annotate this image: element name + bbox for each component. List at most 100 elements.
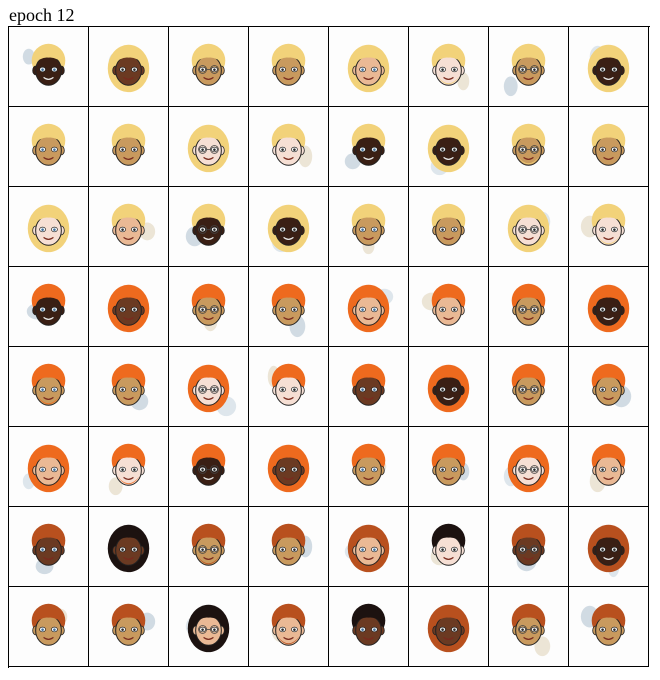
sample-cell bbox=[489, 507, 569, 587]
face-image bbox=[185, 203, 226, 247]
sample-cell bbox=[249, 587, 329, 667]
face-image bbox=[31, 363, 66, 406]
face-image bbox=[587, 44, 630, 93]
sample-cell bbox=[249, 187, 329, 267]
face-image bbox=[31, 123, 66, 166]
sample-cell bbox=[169, 27, 249, 107]
face-image bbox=[267, 204, 310, 253]
face-image bbox=[271, 123, 313, 168]
face-image bbox=[591, 123, 626, 166]
sample-cell bbox=[569, 507, 649, 587]
face-image bbox=[31, 523, 66, 575]
sample-cell bbox=[569, 267, 649, 347]
face-image bbox=[107, 524, 150, 573]
sample-cell bbox=[9, 507, 89, 587]
face-image bbox=[503, 444, 550, 493]
sample-cell bbox=[489, 107, 569, 187]
sample-cell bbox=[569, 107, 649, 187]
face-image bbox=[430, 523, 466, 566]
sample-cell bbox=[329, 267, 409, 347]
face-image bbox=[191, 43, 226, 86]
generated-sample-grid bbox=[8, 26, 650, 668]
face-image bbox=[271, 603, 306, 646]
sample-cell bbox=[9, 267, 89, 347]
sample-cell bbox=[489, 347, 569, 427]
sample-cell bbox=[329, 107, 409, 187]
face-image bbox=[187, 364, 237, 417]
face-image bbox=[191, 443, 226, 486]
sample-cell bbox=[569, 27, 649, 107]
sample-cell bbox=[409, 587, 489, 667]
face-image bbox=[271, 283, 306, 338]
face-image bbox=[580, 603, 626, 646]
face-image bbox=[589, 443, 626, 493]
sample-cell bbox=[569, 427, 649, 507]
face-image bbox=[111, 123, 146, 166]
sample-cell bbox=[329, 347, 409, 427]
face-image bbox=[431, 443, 470, 486]
sample-cell bbox=[409, 347, 489, 427]
sample-cell bbox=[249, 427, 329, 507]
face-image bbox=[22, 444, 70, 493]
face-image bbox=[271, 523, 313, 566]
face-image bbox=[111, 603, 156, 646]
face-image bbox=[511, 283, 546, 326]
sample-cell bbox=[169, 507, 249, 587]
sample-cell bbox=[329, 427, 409, 507]
sample-cell bbox=[169, 107, 249, 187]
sample-cell bbox=[89, 27, 169, 107]
sample-cell bbox=[489, 427, 569, 507]
face-image bbox=[27, 204, 70, 253]
face-image bbox=[191, 523, 226, 566]
face-image bbox=[351, 363, 386, 406]
sample-cell bbox=[569, 347, 649, 427]
sample-cell bbox=[169, 427, 249, 507]
face-image bbox=[511, 363, 546, 406]
sample-cell bbox=[9, 587, 89, 667]
sample-cell bbox=[89, 507, 169, 587]
face-image bbox=[427, 364, 470, 413]
face-image bbox=[267, 444, 310, 493]
face-image bbox=[351, 443, 387, 486]
face-image bbox=[421, 283, 466, 326]
sample-cell bbox=[169, 347, 249, 427]
sample-cell bbox=[329, 27, 409, 107]
sample-cell bbox=[9, 347, 89, 427]
face-image bbox=[431, 203, 466, 246]
face-image bbox=[22, 43, 66, 86]
face-image bbox=[344, 524, 390, 573]
sample-cell bbox=[89, 107, 169, 187]
face-image bbox=[191, 283, 226, 332]
face-image bbox=[347, 44, 390, 93]
face-image bbox=[267, 363, 306, 406]
face-image bbox=[427, 604, 470, 653]
sample-cell bbox=[569, 587, 649, 667]
face-image bbox=[587, 284, 630, 333]
face-image bbox=[427, 124, 470, 176]
page-title: epoch 12 bbox=[9, 5, 75, 25]
sample-cell bbox=[249, 347, 329, 427]
sample-cell bbox=[409, 107, 489, 187]
face-image bbox=[347, 284, 394, 333]
sample-cell bbox=[89, 587, 169, 667]
sample-cell bbox=[249, 507, 329, 587]
sample-cell bbox=[9, 27, 89, 107]
sample-cell bbox=[89, 267, 169, 347]
face-image bbox=[271, 43, 306, 86]
face-image bbox=[591, 363, 632, 408]
sample-cell bbox=[409, 427, 489, 507]
face-image bbox=[111, 203, 156, 246]
face-image bbox=[351, 203, 386, 255]
face-image bbox=[108, 443, 146, 496]
sample-cell bbox=[9, 107, 89, 187]
sample-cell bbox=[249, 27, 329, 107]
sample-cell bbox=[409, 507, 489, 587]
face-image bbox=[580, 203, 626, 246]
face-image bbox=[351, 603, 386, 646]
face-image bbox=[431, 43, 470, 91]
sample-cell bbox=[409, 187, 489, 267]
sample-cell bbox=[409, 27, 489, 107]
sample-cell bbox=[249, 267, 329, 347]
sample-cell bbox=[89, 347, 169, 427]
face-image bbox=[511, 523, 546, 572]
